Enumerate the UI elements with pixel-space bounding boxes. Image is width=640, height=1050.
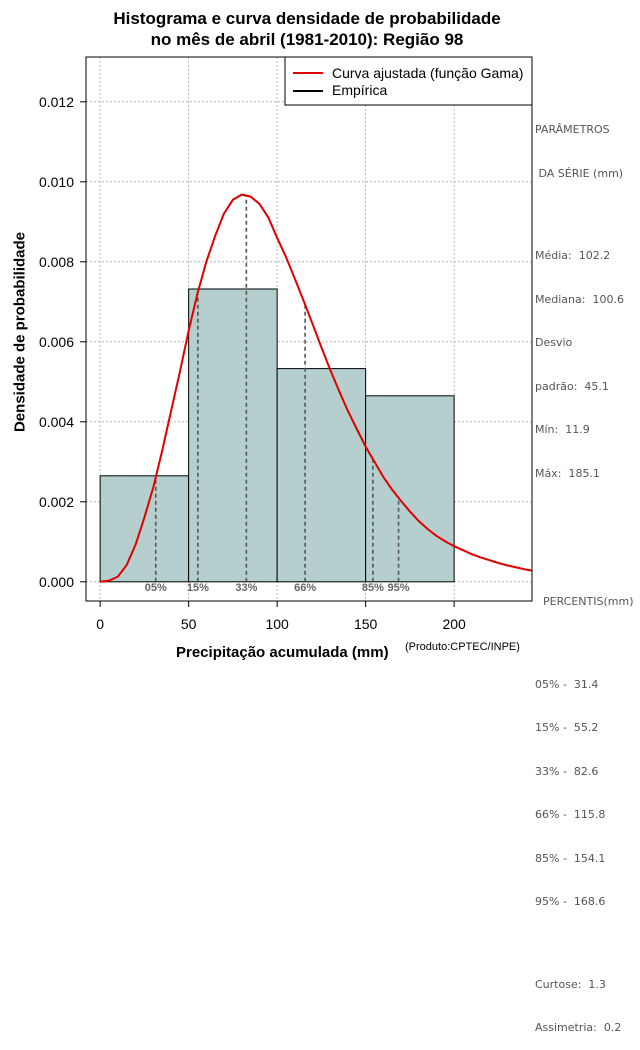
- y-tick-label: 0.002: [39, 494, 74, 510]
- y-tick-label: 0.000: [39, 574, 74, 590]
- percentil-line: 15% - 55.2: [535, 721, 599, 734]
- series-parameters-panel: PARÂMETROS DA SÉRIE (mm) Média: 102.2 Me…: [535, 94, 634, 1050]
- param-line: Média: 102.2: [535, 249, 611, 262]
- x-tick-label: 100: [265, 616, 289, 632]
- histogram-bar: [365, 395, 455, 583]
- percentile-label: 66%: [294, 582, 316, 594]
- percentile-label: 85%: [362, 582, 384, 594]
- gamma-curve-line: [100, 193, 533, 583]
- legend-label-empirical: Empírica: [332, 82, 387, 98]
- percentil-line: 05% - 31.4: [535, 677, 599, 691]
- percentile-label: 15%: [187, 582, 209, 594]
- x-tick-label: 0: [96, 616, 104, 632]
- y-tick-label: 0.012: [39, 94, 74, 110]
- percentil-line: 66% - 115.8: [535, 808, 606, 821]
- product-credit: (Produto:CPTEC/INPE): [405, 641, 520, 653]
- y-axis-label: Densidade de probabilidade: [11, 231, 29, 433]
- param-line: Desvio: [535, 336, 573, 349]
- params-header-1: PARÂMETROS: [535, 123, 610, 136]
- legend-box: [284, 56, 533, 106]
- title-line-2: no mês de abril (1981-2010): Região 98: [150, 30, 464, 49]
- x-tick-label: 50: [181, 616, 197, 632]
- stat-line: Assimetria: 0.2: [535, 1021, 622, 1034]
- percentil-line: 95% - 168.6: [535, 895, 606, 908]
- percentil-line: 85% - 154.1: [535, 851, 606, 865]
- param-line: Mín: 11.9: [535, 423, 590, 436]
- y-tick-label: 0.006: [39, 334, 74, 350]
- title-line-1: Histograma e curva densidade de probabil…: [113, 9, 501, 28]
- percentile-label: 05%: [145, 582, 167, 594]
- stat-line: Curtose: 1.3: [535, 977, 606, 991]
- y-tick-label: 0.010: [39, 174, 74, 190]
- histogram-bar: [99, 475, 190, 583]
- x-tick-label: 200: [442, 616, 466, 632]
- y-tick-label: 0.004: [39, 414, 74, 430]
- percentis-header: PERCENTIS(mm): [543, 595, 634, 608]
- param-line: Máx: 185.1: [535, 466, 600, 480]
- x-axis-label: Precipitação acumulada (mm): [176, 644, 389, 661]
- y-tick-label: 0.008: [39, 254, 74, 270]
- percentile-label: 33%: [235, 582, 257, 594]
- legend-label-curve: Curva ajustada (função Gama): [332, 65, 523, 81]
- chart-canvas: 05% 15% 33% 66% 85% 95% 0 50 100 150 200 0.000 0.002…: [39, 56, 533, 632]
- params-header-2: DA SÉRIE (mm): [535, 166, 624, 180]
- percentile-label: 95%: [388, 582, 410, 594]
- x-tick-label: 150: [354, 616, 378, 632]
- param-line: Mediana: 100.6: [535, 292, 624, 306]
- histogram-bar: [276, 368, 367, 583]
- chart-title: Histograma e curva densidade de probabil…: [0, 8, 614, 50]
- percentil-line: 33% - 82.6: [535, 764, 599, 778]
- param-line: padrão: 45.1: [535, 379, 609, 393]
- histogram-bar: [188, 288, 278, 583]
